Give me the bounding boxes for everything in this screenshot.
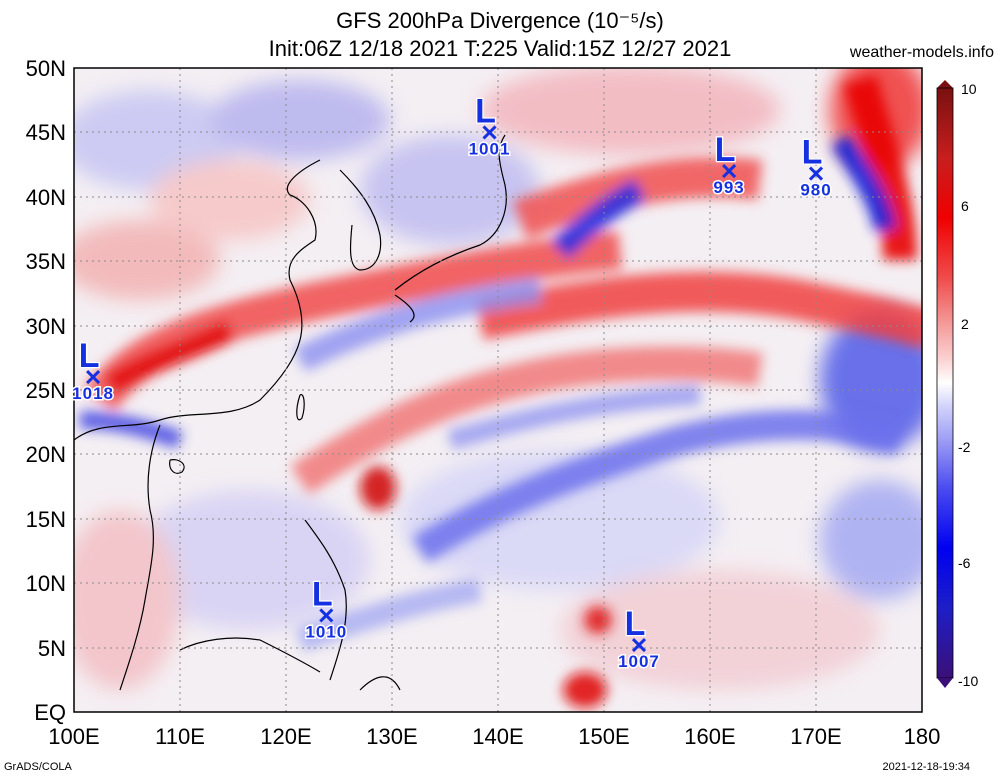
low-symbol: L — [802, 134, 823, 172]
low-pressure-value: 1010 — [305, 622, 347, 641]
chart-subtitle: Init:06Z 12/18 2021 T:225 Valid:15Z 12/2… — [268, 36, 732, 61]
colorbar-top-arrow — [937, 80, 953, 88]
low-center-mark — [319, 608, 334, 623]
colorbar-label: -2 — [958, 439, 971, 455]
low-symbol: L — [79, 337, 100, 375]
footer-credit: GrADS/COLA — [4, 761, 72, 773]
lat-tick-label: 10N — [26, 571, 66, 596]
low-marker: L 1010 — [304, 574, 348, 643]
low-pressure-value: 1018 — [72, 384, 114, 403]
low-center-mark — [808, 166, 824, 181]
colorbar-label: 2 — [961, 316, 969, 332]
colorbar: 10 6 2 -2 -6 -10 — [936, 80, 978, 689]
lat-tick-label: 25N — [26, 378, 66, 403]
low-pressure-value: 993 — [713, 178, 744, 197]
lat-tick-label: EQ — [34, 700, 66, 725]
low-center-mark — [722, 163, 737, 179]
low-marker: L 1001 — [467, 91, 511, 160]
lat-tick-label: 35N — [26, 249, 66, 274]
lon-tick-label: 160E — [684, 724, 735, 749]
low-pressure-value: 980 — [800, 181, 831, 200]
lon-tick-label: 100E — [48, 724, 99, 749]
lat-tick-label: 40N — [26, 185, 66, 210]
lon-tick-label: 180 — [904, 724, 941, 749]
lon-tick-label: 110E — [155, 724, 205, 749]
low-pressure-markers: L 1001 L 993 L 980 L 1018 L 1010 L 1007 — [71, 91, 833, 673]
lon-tick-label: 120E — [260, 724, 311, 749]
site-credit: weather-models.info — [849, 44, 994, 61]
colorbar-label: -6 — [958, 555, 971, 571]
footer-timestamp: 2021-12-18-19:34 — [882, 761, 970, 773]
low-center-mark — [631, 637, 647, 653]
colorbar-label: 10 — [961, 81, 977, 97]
colorbar-label: 6 — [961, 198, 969, 214]
lon-tick-label: 140E — [472, 724, 523, 749]
longitude-axis: 100E 110E 120E 130E 140E 150E 160E 170E … — [48, 724, 940, 749]
colorbar-label: -10 — [958, 673, 978, 689]
low-marker: L 993 — [712, 130, 745, 199]
map-frame — [73, 67, 923, 713]
lon-tick-label: 130E — [366, 724, 417, 749]
lat-tick-label: 45N — [26, 120, 66, 145]
low-symbol: L — [625, 605, 646, 643]
lon-tick-label: 150E — [578, 724, 629, 749]
low-symbol: L — [475, 92, 496, 130]
colorbar-scale — [936, 87, 954, 679]
latitude-axis: 50N 45N 40N 35N 30N 25N 20N 15N 10N 5N E… — [26, 56, 66, 725]
low-pressure-value: 1007 — [618, 652, 660, 671]
lat-tick-label: 30N — [26, 314, 66, 339]
low-pressure-value: 1001 — [469, 139, 511, 158]
lat-tick-label: 5N — [38, 636, 66, 661]
low-center-mark — [86, 370, 101, 385]
lat-tick-label: 15N — [26, 507, 66, 532]
low-center-mark — [482, 125, 497, 140]
low-symbol: L — [715, 131, 736, 169]
low-symbol: L — [312, 575, 333, 613]
lat-tick-label: 20N — [26, 442, 66, 467]
low-marker: L 980 — [799, 132, 832, 201]
colorbar-bottom-arrow — [937, 678, 953, 688]
chart-title: GFS 200hPa Divergence (10⁻⁵/s) — [336, 8, 664, 33]
lon-tick-label: 170E — [790, 724, 841, 749]
lat-tick-label: 50N — [26, 56, 66, 81]
coastlines — [74, 134, 507, 691]
low-marker: L 1007 — [617, 604, 661, 673]
divergence-field — [74, 68, 922, 712]
low-marker: L 1018 — [71, 336, 115, 405]
